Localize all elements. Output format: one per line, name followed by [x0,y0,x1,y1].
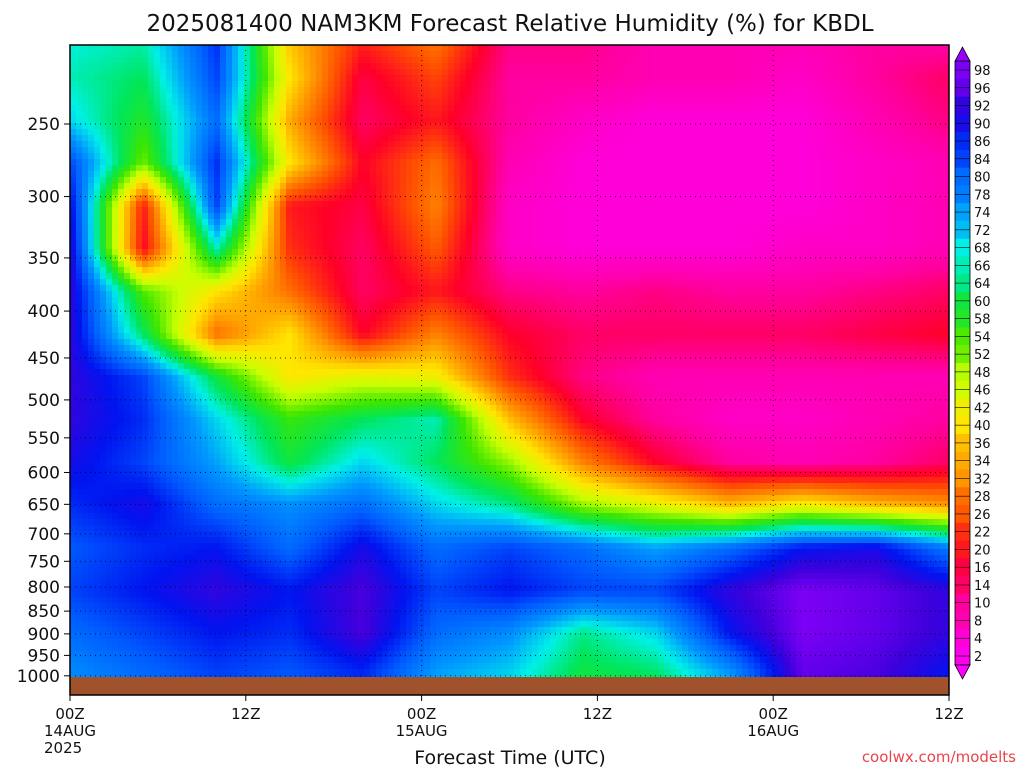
x-tick-label: 12Z [231,705,260,723]
colorbar-label: 90 [974,117,991,132]
colorbar-label: 28 [974,490,991,505]
y-tick-label: 250 [28,115,60,135]
heatmap-cells [70,45,953,682]
y-tick-label: 900 [28,625,60,645]
colorbar-label: 74 [974,206,991,221]
colorbar-label: 48 [974,366,991,381]
x-tick-label: 00Z [55,705,84,723]
y-tick-label: 350 [28,249,60,269]
colorbar-label: 4 [974,632,982,647]
colorbar-label: 98 [974,64,991,79]
colorbar-bottom-arrow [955,665,970,679]
y-tick-label: 950 [28,646,60,666]
x-tick-label: 2025 [44,739,82,757]
y-tick-label: 750 [28,552,60,572]
x-tick-label: 00Z [759,705,788,723]
y-tick-label: 700 [28,525,60,545]
chart-title: 2025081400 NAM3KM Forecast Relative Humi… [146,11,873,37]
colorbar-label: 34 [974,455,991,470]
colorbar-label: 8 [974,614,982,629]
colorbar-label: 42 [974,401,991,416]
colorbar-label: 2 [974,650,982,665]
colorbar-label: 36 [974,437,991,452]
colorbar-label: 64 [974,277,991,292]
colorbar-label: 92 [974,100,991,115]
x-tick-label: 12Z [934,705,963,723]
colorbar-label: 60 [974,295,991,310]
colorbar-label: 26 [974,508,991,523]
colorbar-label: 66 [974,259,991,274]
colorbar-label: 14 [974,579,991,594]
colorbar-label: 20 [974,543,991,558]
y-tick-label: 600 [28,463,60,483]
colorbar-label: 10 [974,597,991,612]
colorbar-label: 72 [974,224,991,239]
colorbar-label: 80 [974,171,991,186]
colorbar-label: 40 [974,419,991,434]
colorbar-label: 22 [974,526,991,541]
colorbar-label: 86 [974,135,991,150]
colorbar-label: 16 [974,561,991,576]
colorbar-label: 78 [974,188,991,203]
x-tick-label: 16AUG [747,722,799,740]
colorbar-label: 58 [974,313,991,328]
x-tick-label: 00Z [407,705,436,723]
y-tick-label: 850 [28,602,60,622]
colorbar-label: 52 [974,348,991,363]
x-tick-label: 15AUG [396,722,448,740]
y-tick-label: 400 [28,302,60,322]
y-tick-label: 650 [28,495,60,515]
y-tick-label: 550 [28,429,60,449]
ground-strip [70,677,949,695]
x-tick-label: 12Z [583,705,612,723]
y-tick-label: 300 [28,188,60,208]
y-tick-label: 1000 [17,667,60,687]
y-axis: 250 300 350 400 450 500 550 600 650 700 750 800 850 9… [17,115,70,687]
x-tick-label: 14AUG [44,722,96,740]
colorbar: 9896929086848078747268666460585452484642… [955,47,991,679]
colorbar-label: 46 [974,384,991,399]
credit-text: coolwx.com/modelts [862,748,1016,766]
colorbar-label: 84 [974,153,991,168]
colorbar-label: 32 [974,472,991,487]
x-axis-label: Forecast Time (UTC) [414,747,605,768]
y-tick-label: 800 [28,578,60,598]
y-tick-label: 450 [28,349,60,369]
colorbar-top-arrow [955,47,970,61]
y-tick-label: 500 [28,391,60,411]
colorbar-label: 54 [974,330,991,345]
colorbar-label: 96 [974,82,991,97]
colorbar-label: 68 [974,242,991,257]
